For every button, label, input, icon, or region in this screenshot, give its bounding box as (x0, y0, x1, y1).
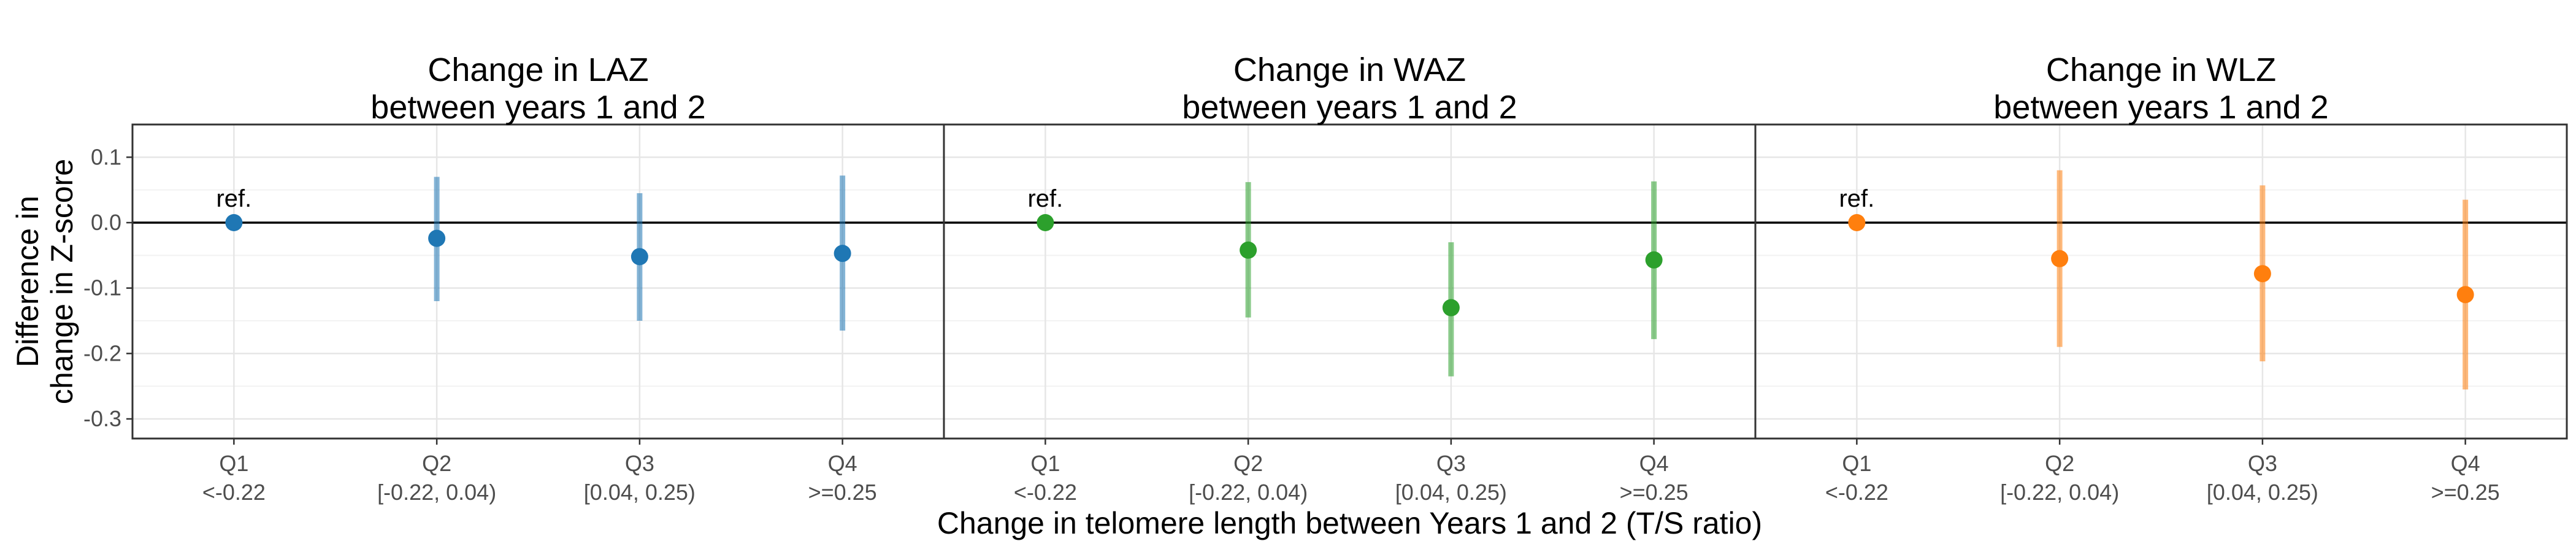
estimate-point (834, 245, 851, 263)
estimate-point (2051, 250, 2069, 267)
x-tick-label-quartile: Q3 (1436, 451, 1466, 476)
x-tick-label-quartile: Q2 (2045, 451, 2074, 476)
panel-title-line-2: between years 1 and 2 (370, 89, 705, 126)
y-axis-title-line-2: change in Z-score (45, 159, 79, 404)
x-tick-label-range: [-0.22, 0.04) (2000, 480, 2119, 505)
panel-title-line-2: between years 1 and 2 (1993, 89, 2328, 126)
x-tick-label-quartile: Q1 (1842, 451, 1871, 476)
estimate-point (2456, 286, 2474, 304)
y-tick-label: -0.2 (83, 340, 121, 366)
x-tick-label-range: [-0.22, 0.04) (1189, 480, 1308, 505)
x-tick-label-quartile: Q1 (219, 451, 248, 476)
x-axis-title: Change in telomere length between Years … (937, 506, 1762, 540)
panel-border (943, 123, 1757, 440)
estimate-point (631, 248, 648, 266)
x-tick-label-quartile: Q2 (422, 451, 451, 476)
y-tick-label: 0.1 (91, 144, 121, 169)
estimate-point (1848, 214, 1866, 231)
panel-title-line-1: Change in WAZ (1233, 52, 1466, 88)
y-tick-label: -0.1 (83, 275, 121, 301)
estimate-point (1442, 299, 1460, 316)
panel-title-line-1: Change in WLZ (2046, 52, 2276, 88)
estimate-point (1240, 241, 1257, 259)
ref-label: ref. (1027, 185, 1063, 212)
estimate-point (225, 214, 243, 231)
estimate-point (1645, 251, 1663, 269)
x-tick-label-range: [0.04, 0.25) (2207, 480, 2318, 505)
panel-title-line-2: between years 1 and 2 (1182, 89, 1517, 126)
panel-title-line-1: Change in LAZ (427, 52, 648, 88)
y-tick-label: 0.0 (91, 210, 121, 235)
x-tick-label-quartile: Q4 (2451, 451, 2480, 476)
estimate-point (2253, 265, 2271, 283)
x-tick-label-quartile: Q3 (625, 451, 654, 476)
panel-border (1754, 123, 2568, 440)
x-tick-label-range: <-0.22 (202, 480, 266, 505)
y-tick-label: -0.3 (83, 406, 121, 431)
x-tick-label-range: >=0.25 (808, 480, 877, 505)
y-axis: 0.1 0.0 -0.1 -0.2 -0.3 (83, 144, 132, 431)
ref-label: ref. (1839, 185, 1874, 212)
x-tick-label-range: [0.04, 0.25) (584, 480, 696, 505)
x-tick-label-quartile: Q1 (1030, 451, 1060, 476)
x-tick-label-range: >=0.25 (2431, 480, 2500, 505)
estimate-point (428, 229, 446, 247)
ref-label: ref. (216, 185, 251, 212)
x-tick-label-range: [0.04, 0.25) (1395, 480, 1507, 505)
x-tick-label-quartile: Q4 (1639, 451, 1669, 476)
panel-border (131, 123, 945, 440)
x-tick-label-quartile: Q4 (828, 451, 857, 476)
x-tick-label-range: <-0.22 (1014, 480, 1077, 505)
x-tick-label-range: >=0.25 (1620, 480, 1689, 505)
estimate-point (1037, 214, 1054, 231)
x-tick-label-quartile: Q3 (2248, 451, 2277, 476)
y-axis-title-line-1: Difference in (10, 196, 45, 367)
x-tick-label-range: <-0.22 (1825, 480, 1888, 505)
x-tick-label-range: [-0.22, 0.04) (377, 480, 496, 505)
x-tick-label-quartile: Q2 (1233, 451, 1263, 476)
